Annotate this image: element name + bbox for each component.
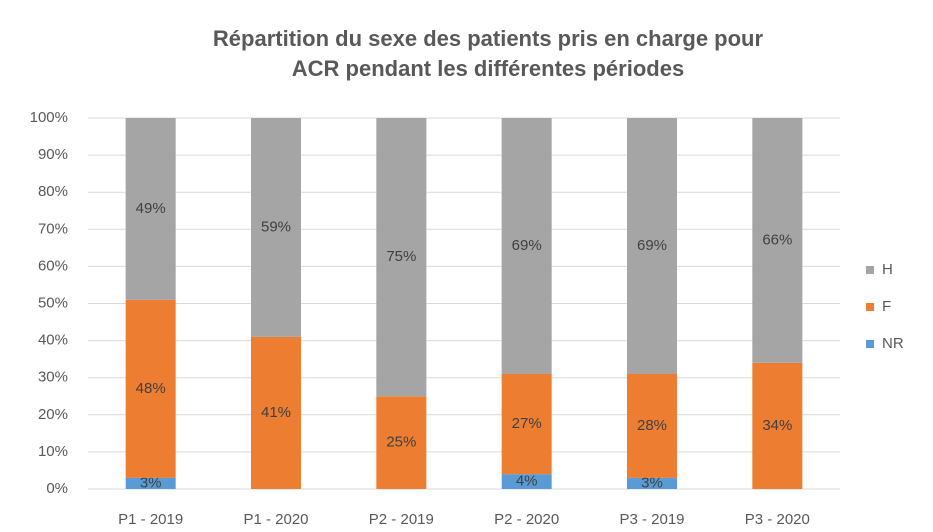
data-label: 59% xyxy=(261,218,291,235)
legend-label: H xyxy=(882,261,893,278)
bar-segment xyxy=(125,118,176,300)
x-tick-label: P2 - 2019 xyxy=(369,511,434,528)
y-tick-label: 50% xyxy=(38,294,68,311)
data-label: 75% xyxy=(386,248,416,265)
y-tick-label: 100% xyxy=(30,109,68,126)
data-label: 28% xyxy=(637,417,667,434)
bar-segment xyxy=(627,477,677,489)
data-label: 3% xyxy=(140,474,162,491)
y-tick-label: 30% xyxy=(38,369,68,386)
bar-segment xyxy=(125,477,176,489)
data-label: 34% xyxy=(762,417,792,434)
y-tick-label: 0% xyxy=(46,480,68,497)
bar-segment xyxy=(752,362,803,489)
bar-segment xyxy=(125,299,176,478)
y-tick-label: 70% xyxy=(38,220,68,237)
data-label: 48% xyxy=(136,380,166,397)
y-tick-label: 90% xyxy=(38,146,68,163)
bar-segment xyxy=(251,118,301,337)
y-tick-label: 20% xyxy=(38,406,68,423)
y-tick-label: 80% xyxy=(38,183,68,200)
data-label: 25% xyxy=(386,434,416,451)
legend-swatch xyxy=(866,266,874,274)
bar-segment xyxy=(501,373,552,475)
bar-segment xyxy=(251,336,301,489)
data-label: 49% xyxy=(136,200,166,217)
y-tick-label: 60% xyxy=(38,257,68,274)
bar-segment xyxy=(627,373,677,478)
bar-segment xyxy=(627,118,677,374)
x-tick-label: P2 - 2020 xyxy=(494,511,559,528)
x-tick-label: P3 - 2019 xyxy=(619,511,684,528)
chart-title: Répartition du sexe des patients pris en… xyxy=(213,26,764,51)
chart-title: ACR pendant les différentes périodes xyxy=(292,56,684,81)
bar-segment xyxy=(752,118,803,363)
y-tick-label: 40% xyxy=(38,332,68,349)
data-label: 3% xyxy=(641,474,663,491)
data-label: 27% xyxy=(512,415,542,432)
data-label: 41% xyxy=(261,404,291,421)
data-label: 66% xyxy=(762,231,792,248)
bar-segment xyxy=(376,118,427,397)
x-tick-label: P1 - 2019 xyxy=(118,511,183,528)
bar-segment xyxy=(501,118,552,374)
bar-segment xyxy=(376,396,427,489)
y-tick-label: 10% xyxy=(38,443,68,460)
data-label: 69% xyxy=(637,237,667,254)
data-label: 4% xyxy=(516,473,538,490)
data-label: 69% xyxy=(512,237,542,254)
legend-swatch xyxy=(866,303,874,311)
x-tick-label: P1 - 2020 xyxy=(243,511,308,528)
legend-swatch xyxy=(866,340,874,348)
bar-segment xyxy=(501,474,552,489)
legend-label: F xyxy=(882,298,891,315)
legend-label: NR xyxy=(882,335,904,352)
x-tick-label: P3 - 2020 xyxy=(745,511,810,528)
